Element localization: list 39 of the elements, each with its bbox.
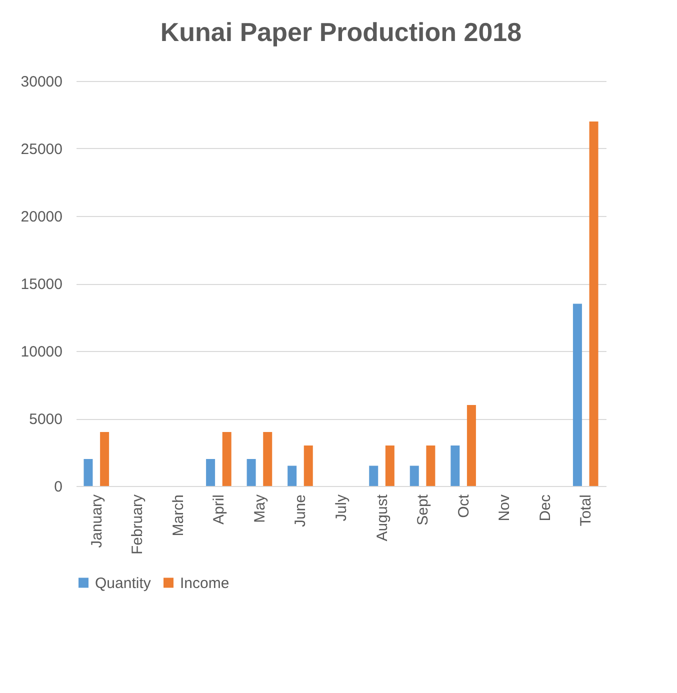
bar bbox=[369, 466, 378, 486]
y-tick-label: 25000 bbox=[20, 141, 62, 158]
bar bbox=[100, 432, 110, 486]
bar bbox=[206, 459, 216, 486]
legend-label: Quantity bbox=[95, 574, 152, 592]
bar bbox=[450, 446, 460, 486]
x-tick-label: April bbox=[210, 494, 228, 525]
bar bbox=[385, 446, 394, 486]
bar bbox=[589, 122, 598, 486]
bar bbox=[263, 432, 272, 486]
bar bbox=[288, 466, 297, 486]
bar bbox=[246, 459, 256, 486]
x-tick-label: January bbox=[88, 494, 106, 548]
chart-title: Kunai Paper Production 2018 bbox=[160, 17, 522, 47]
x-tick-label: Sept bbox=[414, 494, 432, 526]
bar bbox=[304, 446, 313, 486]
bar bbox=[466, 405, 476, 486]
x-tick-label: Oct bbox=[455, 494, 472, 518]
bar bbox=[84, 459, 93, 486]
bar bbox=[410, 466, 419, 486]
y-tick-label: 20000 bbox=[20, 208, 62, 226]
y-tick-label: 5000 bbox=[29, 411, 62, 428]
bar bbox=[222, 432, 232, 486]
y-tick-label: 30000 bbox=[20, 74, 62, 90]
x-tick-label: March bbox=[170, 494, 187, 536]
y-tick-label: 0 bbox=[54, 478, 62, 496]
x-tick-label: Nov bbox=[496, 494, 514, 522]
x-tick-label: February bbox=[129, 494, 146, 555]
x-tick-label: Total bbox=[578, 494, 595, 526]
x-tick-label: May bbox=[251, 494, 268, 523]
legend-label: Income bbox=[180, 574, 230, 592]
bar bbox=[426, 446, 436, 486]
y-tick-label: 15000 bbox=[20, 276, 62, 293]
bar bbox=[572, 304, 582, 486]
x-tick-label: July bbox=[333, 494, 350, 522]
x-tick-label: Dec bbox=[536, 494, 554, 522]
y-tick-label: 10000 bbox=[20, 344, 62, 360]
x-tick-label: August bbox=[374, 494, 391, 542]
x-tick-label: June bbox=[292, 494, 310, 528]
